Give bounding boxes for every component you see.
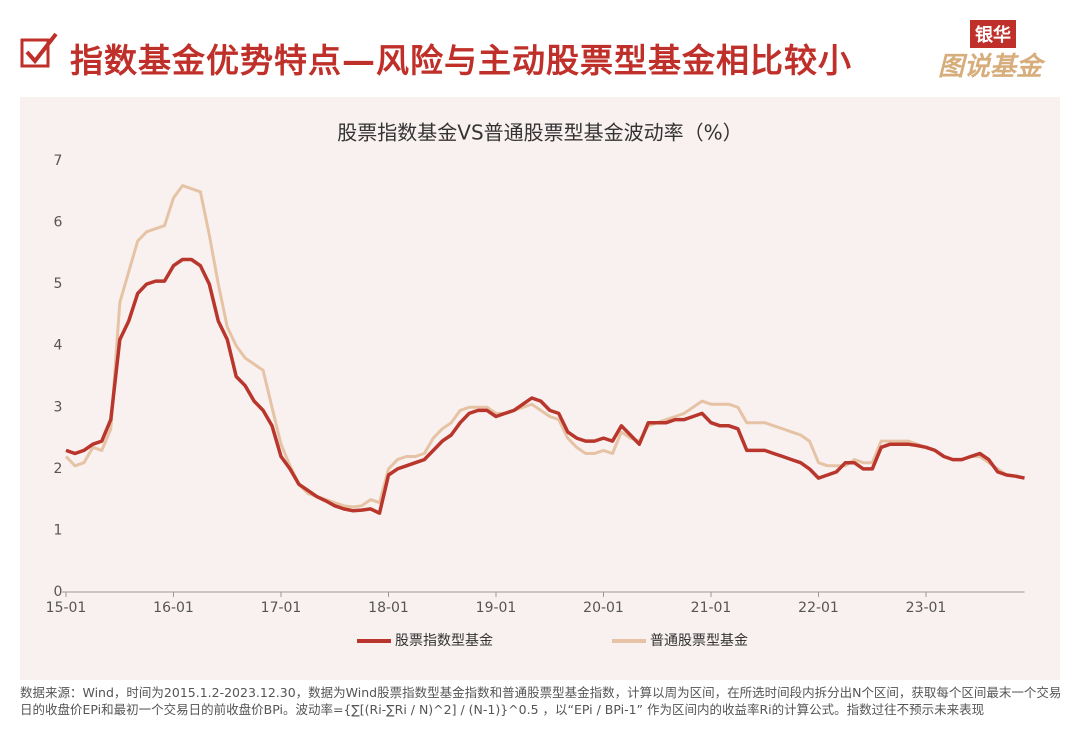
legend-label: 股票指数型基金 — [395, 632, 493, 649]
x-tick-label: 22-01 — [798, 600, 839, 616]
line-series — [65, 257, 1025, 515]
line-series — [64, 184, 1025, 509]
y-tick-label: 1 — [54, 522, 63, 538]
footnote: 数据来源：Wind，时间为2015.1.2-2023.12.30，数据为Wind… — [20, 685, 1062, 717]
legend-label: 普通股票型基金 — [650, 632, 748, 649]
chart-title: 股票指数基金VS普通股票型基金波动率（%） — [337, 121, 742, 145]
y-tick-label: 3 — [54, 399, 63, 415]
x-tick-label: 19-01 — [476, 600, 517, 616]
y-tick-label: 6 — [54, 215, 63, 231]
y-tick-label: 0 — [54, 584, 63, 600]
x-tick-label: 16-01 — [153, 600, 194, 616]
logo-text: 图说基金 — [938, 52, 1043, 82]
page-title: 指数基金优势特点—风险与主动股票型基金相比较小 — [70, 41, 852, 80]
y-tick-label: 2 — [54, 461, 63, 477]
chart-panel — [20, 97, 1060, 680]
y-tick-label: 5 — [54, 276, 63, 292]
check-icon — [20, 38, 50, 68]
x-tick-label: 23-01 — [906, 600, 947, 616]
x-tick-label: 18-01 — [368, 600, 409, 616]
x-tick-label: 17-01 — [261, 600, 302, 616]
y-tick-label: 7 — [54, 153, 63, 169]
y-tick-label: 4 — [54, 338, 63, 354]
logo: 银华 — [970, 20, 1016, 48]
x-tick-label: 21-01 — [691, 600, 732, 616]
check-mark — [25, 32, 58, 65]
x-tick-label: 15-01 — [46, 600, 87, 616]
x-tick-label: 20-01 — [583, 600, 624, 616]
